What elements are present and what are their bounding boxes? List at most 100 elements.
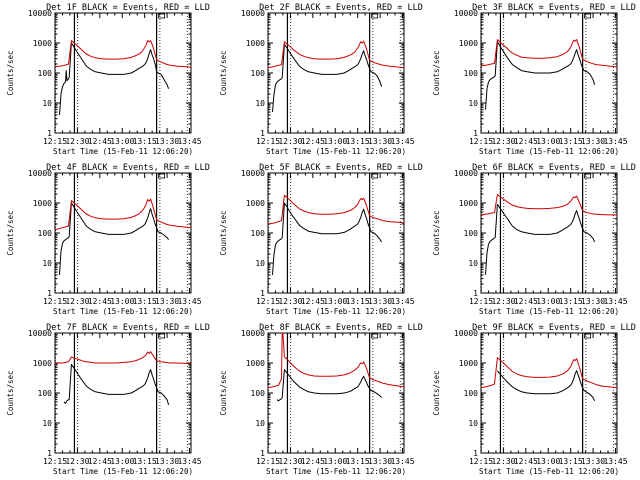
events-series-line xyxy=(497,370,596,402)
y-tick-label: 1000 xyxy=(33,199,52,208)
y-axis-label: Counts/sec xyxy=(6,50,15,95)
x-tick-label: 13:45 xyxy=(390,457,414,466)
chart-title: Det 3F BLACK = Events, RED = LLD xyxy=(472,3,636,13)
y-tick-label: 1 xyxy=(473,449,478,458)
plot-frame xyxy=(54,12,192,134)
marker-flag xyxy=(371,13,379,19)
x-tick-label: 12:15 xyxy=(43,297,67,306)
x-tick-label: 13:45 xyxy=(390,297,414,306)
marker-flag xyxy=(584,173,592,179)
x-tick-label: 13:00 xyxy=(110,137,134,146)
panel-det-6: Det 6F BLACK = Events, RED = LLD 1 10 100 10… xyxy=(432,163,636,316)
x-tick-label: 13:30 xyxy=(155,297,179,306)
y-tick-label: 1 xyxy=(47,289,52,298)
x-tick-label: 12:45 xyxy=(88,137,112,146)
y-tick-label: 100 xyxy=(251,229,266,238)
y-tick-label: 10 xyxy=(468,419,478,428)
panel-det-1: Det 1F BLACK = Events, RED = LLD 1 10 100 10… xyxy=(6,3,210,156)
y-tick-label: 10000 xyxy=(454,9,478,18)
x-axis-label: Start Time (15-Feb-11 12:06:20) xyxy=(479,307,619,316)
x-tick-label: 12:15 xyxy=(256,137,280,146)
chart-title: Det 8F BLACK = Events, RED = LLD xyxy=(259,323,423,333)
x-tick-label: 13:15 xyxy=(346,137,370,146)
x-axis-label: Start Time (15-Feb-11 12:06:20) xyxy=(53,467,193,476)
x-tick-label: 13:15 xyxy=(559,457,583,466)
y-tick-label: 10 xyxy=(468,259,478,268)
x-tick-label: 12:15 xyxy=(43,137,67,146)
x-axis-label: Start Time (15-Feb-11 12:06:20) xyxy=(266,307,406,316)
x-tick-label: 13:15 xyxy=(133,137,157,146)
x-tick-label: 13:45 xyxy=(177,297,201,306)
y-axis-label: Counts/sec xyxy=(219,210,228,255)
y-tick-label: 100 xyxy=(38,389,53,398)
x-tick-label: 13:45 xyxy=(177,137,201,146)
y-axis: 1 10 100 1000 10000 xyxy=(454,169,617,298)
chart-title: Det 2F BLACK = Events, RED = LLD xyxy=(259,3,423,13)
x-tick-label: 13:00 xyxy=(110,297,134,306)
y-axis-label: Counts/sec xyxy=(432,370,441,415)
marker-flag xyxy=(371,333,379,339)
x-tick-label: 12:30 xyxy=(278,297,302,306)
y-axis-label: Counts/sec xyxy=(219,50,228,95)
chart-title: Det 4F BLACK = Events, RED = LLD xyxy=(46,163,210,173)
x-tick-label: 12:30 xyxy=(65,137,89,146)
lld-series-line xyxy=(267,40,405,69)
lld-series-line xyxy=(54,351,192,365)
chart-title: Det 5F BLACK = Events, RED = LLD xyxy=(259,163,423,173)
y-tick-label: 1000 xyxy=(459,39,478,48)
y-tick-label: 100 xyxy=(464,389,479,398)
x-axis-label: Start Time (15-Feb-11 12:06:20) xyxy=(266,147,406,156)
y-tick-label: 10 xyxy=(42,419,52,428)
events-series-line xyxy=(59,202,170,275)
y-axis: 1 10 100 1000 10000 xyxy=(454,9,617,138)
x-tick-label: 13:30 xyxy=(581,297,605,306)
y-tick-label: 100 xyxy=(38,69,53,78)
x-tick-label: 13:15 xyxy=(133,297,157,306)
x-tick-label: 12:30 xyxy=(278,137,302,146)
x-tick-label: 12:45 xyxy=(514,137,538,146)
lld-series-line xyxy=(267,332,405,389)
x-tick-label: 12:15 xyxy=(256,297,280,306)
y-axis: 1 10 100 1000 10000 xyxy=(241,329,404,458)
events-series-line xyxy=(272,202,383,275)
x-tick-label: 13:00 xyxy=(536,137,560,146)
panel-det-4: Det 4F BLACK = Events, RED = LLD 1 10 100 10… xyxy=(6,163,210,316)
y-tick-label: 1000 xyxy=(33,39,52,48)
lld-series-line xyxy=(54,40,192,68)
events-series-line xyxy=(276,369,382,402)
y-tick-label: 10000 xyxy=(28,9,52,18)
y-axis-label: Counts/sec xyxy=(6,370,15,415)
y-tick-label: 1000 xyxy=(246,199,265,208)
lld-series-line xyxy=(480,357,618,389)
y-tick-label: 100 xyxy=(464,229,479,238)
panel-det-7: Det 7F BLACK = Events, RED = LLD 1 10 100 10… xyxy=(6,323,210,476)
y-tick-label: 1 xyxy=(47,129,52,138)
events-series-line xyxy=(485,41,596,110)
y-tick-label: 10 xyxy=(468,99,478,108)
x-tick-label: 13:30 xyxy=(155,137,179,146)
x-tick-label: 12:45 xyxy=(301,457,325,466)
y-tick-label: 1000 xyxy=(246,39,265,48)
events-series-line xyxy=(63,363,170,406)
y-axis: 1 10 100 1000 10000 xyxy=(241,9,404,138)
y-tick-label: 10000 xyxy=(241,169,265,178)
y-tick-label: 100 xyxy=(464,69,479,78)
x-tick-label: 12:15 xyxy=(469,137,493,146)
plot-frame xyxy=(54,332,192,454)
y-axis-label: Counts/sec xyxy=(432,50,441,95)
lld-series-line xyxy=(267,194,405,225)
lld-series-line xyxy=(480,39,618,68)
x-tick-label: 13:45 xyxy=(603,297,627,306)
x-tick-label: 12:45 xyxy=(301,137,325,146)
x-axis-label: Start Time (15-Feb-11 12:06:20) xyxy=(266,467,406,476)
y-tick-label: 10000 xyxy=(454,169,478,178)
x-tick-label: 13:45 xyxy=(390,137,414,146)
y-tick-label: 10 xyxy=(255,99,265,108)
y-tick-label: 1 xyxy=(473,129,478,138)
